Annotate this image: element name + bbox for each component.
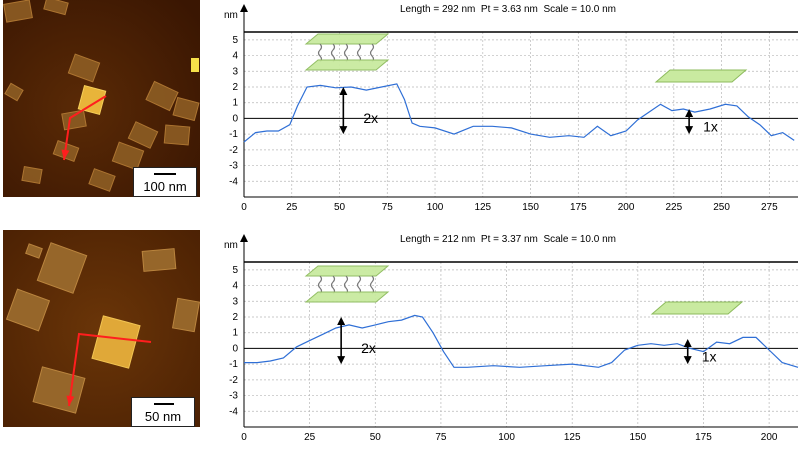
monolayer-label: 1x — [702, 348, 717, 364]
x-tick-label: 150 — [629, 432, 646, 443]
profile-line — [244, 314, 799, 368]
x-tick-label: 0 — [241, 432, 247, 443]
y-tick-label: 3 — [232, 296, 238, 307]
y-tick-label: 2 — [232, 312, 238, 323]
height-arrow-head — [339, 126, 348, 135]
plot-area: 5 4 3 2 1 0 -1 -2 -3 -4 0 25 50 75 100 125 150 175 200 2x 1x — [229, 234, 799, 443]
y-tick-label: 5 — [232, 265, 238, 276]
tether-icon — [369, 275, 375, 295]
height-arrow-head — [337, 356, 346, 365]
x-tick-label: 125 — [474, 202, 491, 213]
profile-scale: Scale = 10.0 nm — [543, 4, 616, 15]
profile-line — [243, 83, 795, 143]
tether-icon — [356, 43, 362, 63]
plate-icon — [304, 265, 390, 277]
y-tick-label: -1 — [229, 129, 238, 140]
y-tick-label: -1 — [229, 359, 238, 370]
x-tick-label: 275 — [761, 202, 778, 213]
x-tick-label: 100 — [427, 202, 444, 213]
x-tick-label: 225 — [665, 202, 682, 213]
y-tick-label: 1 — [232, 328, 238, 339]
x-tick-label: 0 — [241, 202, 247, 213]
x-tick-label: 175 — [695, 432, 712, 443]
x-tick-label: 125 — [564, 432, 581, 443]
y-tick-label: -3 — [229, 391, 238, 402]
plate-icon — [304, 291, 390, 303]
x-tick-label: 200 — [761, 432, 778, 443]
scale-bar-label: 100 nm — [143, 179, 187, 194]
monolayer-plate-icon — [654, 69, 748, 83]
y-tick-label: 0 — [232, 343, 238, 354]
y-tick-label: -2 — [229, 145, 238, 156]
scale-bar-top: 100 nm — [133, 167, 197, 197]
profile-chart: 5 4 3 2 1 0 -1 -2 -3 -4 0 25 50 75 100 125 150 175 200 2x 1x — [229, 234, 799, 443]
profile-length: Length = 212 nm — [400, 234, 476, 245]
x-tick-label: 75 — [435, 432, 447, 443]
plate-icon — [304, 33, 390, 45]
scale-bar-line — [154, 173, 176, 175]
y-tick-label: -4 — [229, 406, 238, 417]
y-tick-label: -3 — [229, 161, 238, 172]
afm-image-bottom: 50 nm — [3, 230, 200, 427]
scale-bar-bottom: 50 nm — [131, 397, 195, 427]
y-tick-label: -2 — [229, 375, 238, 386]
profile-header: Length = 212 nm Pt = 3.37 nm Scale = 10.… — [216, 234, 800, 245]
profile-length: Length = 292 nm — [400, 4, 476, 15]
x-tick-label: 100 — [498, 432, 515, 443]
profile-pt: Pt = 3.63 nm — [480, 4, 538, 15]
profile-scale: Scale = 10.0 nm — [543, 234, 616, 245]
y-tick-label: 3 — [232, 66, 238, 77]
x-tick-label: 150 — [522, 202, 539, 213]
y-tick-label: 2 — [232, 82, 238, 93]
tether-icon — [343, 275, 349, 295]
line-profile-bottom: Length = 212 nm Pt = 3.37 nm Scale = 10.… — [216, 230, 800, 450]
tether-icon — [343, 43, 349, 63]
afm-topography — [3, 0, 200, 197]
profile-header: Length = 292 nm Pt = 3.63 nm Scale = 10.… — [216, 4, 800, 15]
x-tick-label: 25 — [286, 202, 298, 213]
x-tick-label: 175 — [570, 202, 587, 213]
height-arrow-head — [685, 109, 694, 117]
x-tick-label: 200 — [618, 202, 635, 213]
monolayer-plate-icon — [650, 301, 744, 315]
height-arrow-head — [685, 126, 694, 135]
y-tick-label: 5 — [232, 35, 238, 46]
y-tick-label: 0 — [232, 113, 238, 124]
height-arrow-head — [683, 356, 692, 365]
height-arrow-head — [683, 339, 692, 347]
x-tick-label: 50 — [334, 202, 346, 213]
tether-icon — [369, 43, 375, 63]
y-axis-arrow — [240, 234, 248, 242]
y-tick-label: 4 — [232, 281, 238, 292]
y-tick-label: -4 — [229, 176, 238, 187]
tether-icon — [356, 275, 362, 295]
plate-icon — [304, 59, 390, 71]
afm-image-top: 100 nm — [3, 0, 200, 197]
tether-icon — [330, 43, 336, 63]
tether-icon — [330, 275, 336, 295]
line-profile-top: Length = 292 nm Pt = 3.63 nm Scale = 10.… — [216, 0, 800, 220]
y-unit-label: nm — [224, 240, 238, 251]
tether-icon — [317, 275, 323, 295]
x-tick-label: 250 — [713, 202, 730, 213]
x-tick-label: 25 — [304, 432, 316, 443]
y-tick-label: 1 — [232, 98, 238, 109]
bilayer-label: 2x — [363, 110, 378, 126]
x-tick-label: 75 — [382, 202, 394, 213]
monolayer-label: 1x — [703, 118, 718, 134]
y-axis-arrow — [240, 4, 248, 12]
height-arrow-head — [337, 317, 346, 325]
scale-bar-line — [154, 403, 174, 405]
tether-icon — [317, 43, 323, 63]
afm-topography — [3, 230, 200, 427]
plot-area: 5 4 3 2 1 0 -1 -2 -3 -4 0 25 50 75 100 125 150 175 200 225 2… — [229, 4, 798, 213]
bilayer-label: 2x — [361, 340, 376, 356]
y-tick-label: 4 — [232, 51, 238, 62]
height-arrow-head — [339, 87, 348, 95]
profile-chart: 5 4 3 2 1 0 -1 -2 -3 -4 0 25 50 75 100 125 150 175 200 225 2… — [229, 4, 798, 213]
y-unit-label: nm — [224, 10, 238, 21]
scale-bar-label: 50 nm — [144, 409, 182, 424]
x-tick-label: 50 — [370, 432, 382, 443]
profile-pt: Pt = 3.37 nm — [480, 234, 538, 245]
